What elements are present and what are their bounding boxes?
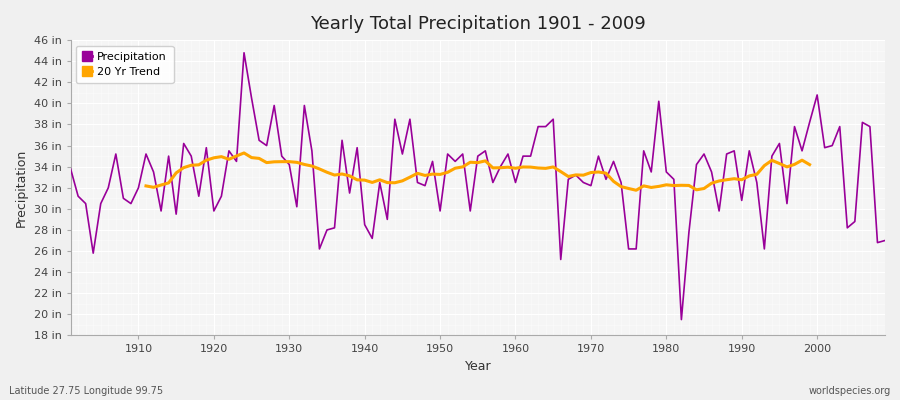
20 Yr Trend	[140, 184, 151, 188]
Title: Yearly Total Precipitation 1901 - 2009: Yearly Total Precipitation 1901 - 2009	[310, 15, 645, 33]
Text: Latitude 27.75 Longitude 99.75: Latitude 27.75 Longitude 99.75	[9, 386, 163, 396]
20 Yr Trend	[209, 156, 220, 160]
Precipitation	[510, 180, 521, 185]
Line: Precipitation: Precipitation	[70, 53, 885, 320]
Legend: Precipitation, 20 Yr Trend: Precipitation, 20 Yr Trend	[76, 46, 174, 84]
Precipitation	[518, 154, 528, 158]
20 Yr Trend	[805, 162, 815, 167]
20 Yr Trend	[488, 166, 499, 170]
20 Yr Trend	[631, 188, 642, 193]
Precipitation	[676, 317, 687, 322]
Y-axis label: Precipitation: Precipitation	[15, 149, 28, 227]
20 Yr Trend	[404, 175, 415, 180]
20 Yr Trend	[238, 150, 249, 155]
Text: worldspecies.org: worldspecies.org	[809, 386, 891, 396]
20 Yr Trend	[223, 157, 234, 162]
Precipitation	[608, 159, 619, 164]
Line: 20 Yr Trend: 20 Yr Trend	[146, 153, 810, 190]
X-axis label: Year: Year	[464, 360, 491, 373]
20 Yr Trend	[744, 174, 755, 178]
20 Yr Trend	[284, 159, 294, 164]
Precipitation	[344, 191, 355, 196]
Precipitation	[299, 103, 310, 108]
Precipitation	[65, 166, 76, 171]
Precipitation	[879, 238, 890, 243]
Precipitation	[125, 201, 136, 206]
Precipitation	[238, 50, 249, 55]
